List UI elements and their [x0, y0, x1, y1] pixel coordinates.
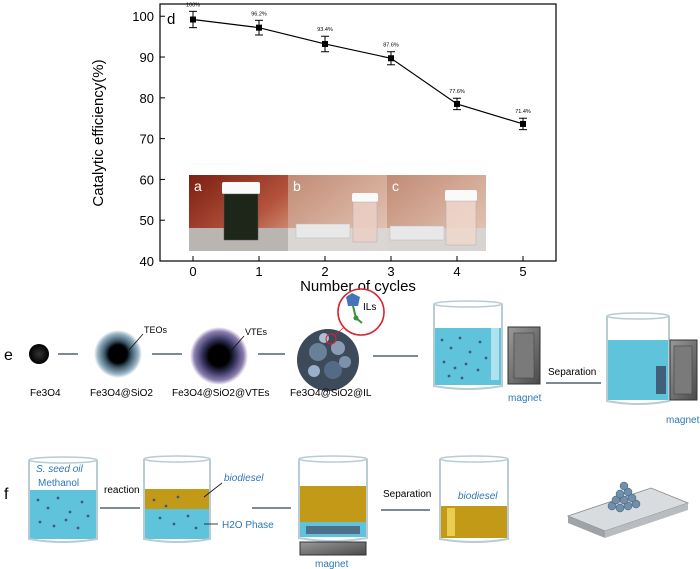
beaker-e-dispersed — [433, 300, 503, 390]
data-label: 71.4% — [515, 109, 531, 115]
y-tick-label: 60 — [140, 172, 154, 187]
x-axis: 0 1 2 3 4 5 — [189, 256, 527, 279]
fe3o4-sio2-particle — [94, 330, 142, 378]
vial-c — [445, 200, 477, 246]
label-methanol: Methanol — [38, 478, 79, 489]
data-point — [454, 100, 460, 107]
vtes-pointer — [229, 335, 245, 353]
x-tick-label: 4 — [453, 264, 460, 279]
plot-frame — [159, 3, 557, 262]
label-reaction: reaction — [104, 485, 140, 496]
fe3o4-sio2-vtes-particle — [190, 327, 248, 385]
magnet-block-c — [389, 225, 445, 241]
x-axis-title: Number of cycles — [300, 278, 416, 295]
y-axis-title: Catalytic efficiency(%) — [90, 59, 107, 206]
data-point — [256, 24, 262, 31]
inset-label-a: a — [194, 178, 202, 194]
data-point — [388, 55, 394, 62]
x-tick-label: 3 — [387, 264, 394, 279]
data-label: 87.6% — [383, 43, 399, 49]
inset-photos: a b c — [189, 175, 486, 251]
y-tick-label: 100 — [132, 9, 154, 24]
vial-b-cap — [352, 193, 378, 202]
data-point — [520, 120, 526, 127]
schematic-panel-f: f S. seed oil Methanol reaction — [4, 455, 690, 569]
y-tick-label: 50 — [140, 213, 154, 228]
y-tick-label: 70 — [140, 132, 154, 147]
label-magnet-e-2: magnet — [666, 415, 700, 426]
label-separation-f: Separation — [383, 489, 431, 500]
vial-a — [223, 193, 259, 241]
x-tick-label: 1 — [255, 264, 262, 279]
x-tick-label: 0 — [189, 264, 196, 279]
label-biodiesel-2: biodiesel — [458, 491, 498, 502]
label-fe3o4-sio2-vtes: Fe3O4@SiO2@VTEs — [172, 388, 270, 399]
label-vtes: VTEs — [245, 327, 268, 337]
data-label: 93.4% — [317, 27, 333, 33]
series-catalytic-efficiency: 100% 96.2% 93.4% 87.6% 77.6% 71.4% — [186, 2, 531, 131]
y-tick-label: 90 — [140, 50, 154, 65]
fe3o4-sio2-il-particle — [297, 329, 359, 391]
data-label: 77.6% — [449, 89, 465, 95]
label-teos: TEOs — [144, 325, 168, 335]
vial-c-cap — [445, 190, 477, 201]
teos-pointer — [128, 333, 144, 351]
data-label: 100% — [186, 2, 200, 8]
label-fe3o4-sio2-il: Fe3O4@SiO2@IL — [290, 388, 372, 399]
panel-label-f: f — [4, 486, 9, 503]
y-tick-label: 80 — [140, 91, 154, 106]
y-axis: 40 50 60 70 80 90 100 — [132, 9, 165, 269]
inset-label-c: c — [392, 178, 399, 194]
panel-label-e: e — [4, 347, 13, 364]
schematic-panel-e: e Fe3O4 TEOs Fe3O4@SiO2 VTEs Fe3O4@SiO2@… — [4, 288, 700, 426]
beaker-e-separated — [606, 312, 670, 405]
series-line — [192, 18, 524, 125]
label-separation-e: Separation — [548, 367, 596, 378]
label-magnet-f: magnet — [315, 559, 349, 569]
panel-label-d: d — [167, 11, 175, 28]
label-h2o-phase: H2O Phase — [222, 520, 274, 531]
x-tick-label: 5 — [519, 264, 526, 279]
x-tick-label: 2 — [321, 264, 328, 279]
label-fe3o4: Fe3O4 — [30, 388, 61, 399]
inset-label-b: b — [293, 178, 301, 194]
beaker-f-oil-methanol — [28, 456, 98, 543]
data-point — [322, 40, 328, 47]
label-magnet-e-1: magnet — [508, 393, 542, 404]
label-ils: ILs — [363, 302, 376, 313]
particle-pile-on-plate — [566, 481, 690, 538]
label-biodiesel-1: biodiesel — [224, 473, 264, 484]
label-fe3o4-sio2: Fe3O4@SiO2 — [90, 388, 153, 399]
magnet-f — [299, 541, 367, 556]
ils-callout — [337, 288, 385, 336]
chart-panel-d: a b c 40 50 60 70 80 90 100 0 1 2 3 4 5 100% 96.2% 93… — [90, 2, 557, 295]
fe3o4-particle — [29, 344, 49, 364]
y-tick-label: 40 — [140, 254, 154, 269]
beaker-f-reaction — [143, 455, 211, 543]
magnet-e-1 — [507, 326, 541, 385]
beaker-f-magnetic — [298, 455, 368, 542]
vial-b — [352, 201, 378, 243]
pointer-biodiesel-1 — [203, 482, 223, 498]
label-seed-oil: S. seed oil — [36, 464, 83, 475]
data-label: 96.2% — [251, 11, 267, 17]
data-point — [190, 16, 196, 23]
magnet-block-b — [295, 223, 351, 239]
beaker-f-biodiesel — [439, 455, 509, 543]
vial-a-cap — [222, 182, 260, 194]
magnet-e-2 — [669, 339, 698, 401]
